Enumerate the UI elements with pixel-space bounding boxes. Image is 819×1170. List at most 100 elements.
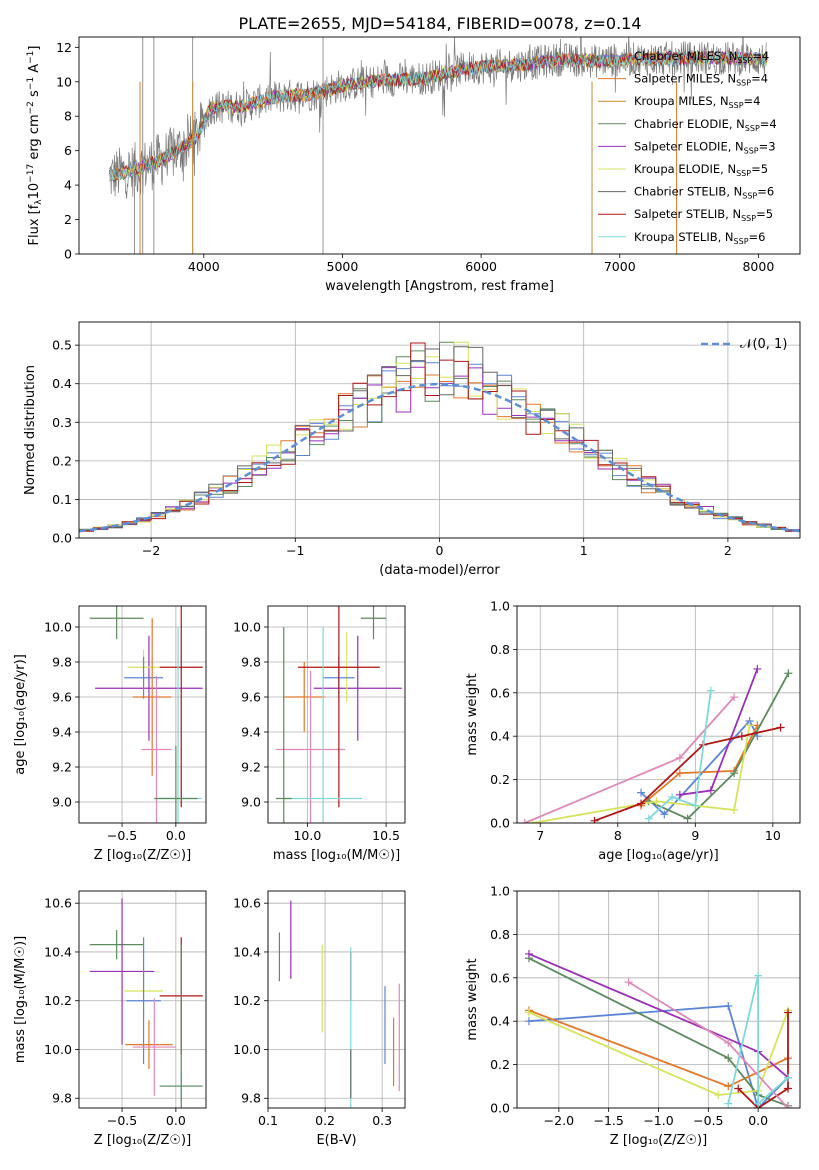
series-marker bbox=[524, 1017, 533, 1026]
y-tick-label: 0.5 bbox=[52, 338, 72, 353]
axes-frame bbox=[267, 605, 406, 824]
legend-entry: 𝒩(0, 1) bbox=[740, 337, 787, 352]
y-tick-label: 0.8 bbox=[490, 927, 510, 942]
y-tick-label: 0.4 bbox=[490, 1014, 510, 1029]
legend-text: Kroupa STELIB, N bbox=[634, 230, 734, 244]
legend-text: Kroupa ELODIE, N bbox=[634, 162, 736, 176]
x-tick-label: 5000 bbox=[327, 259, 359, 274]
series-marker bbox=[675, 753, 684, 762]
legend-sub: SSP bbox=[744, 146, 759, 155]
data-point bbox=[89, 898, 155, 1045]
series-marker bbox=[714, 1090, 723, 1099]
series-marker bbox=[784, 1084, 793, 1093]
y-tick-label: 0.6 bbox=[490, 685, 510, 700]
series-marker bbox=[675, 769, 684, 778]
y-axis-label: mass [log₁₀(M/M☉)] bbox=[13, 936, 28, 1063]
legend-sub: SSP bbox=[737, 56, 752, 65]
y-tick-label: 10.4 bbox=[233, 944, 261, 959]
series-line bbox=[648, 690, 712, 820]
x-tick-label: 8 bbox=[614, 828, 622, 843]
series-marker bbox=[724, 1002, 733, 1011]
x-tick-label: 9 bbox=[691, 828, 699, 843]
legend-val: =4 bbox=[751, 72, 768, 86]
x-axis-label: (data-model)/error bbox=[379, 563, 500, 578]
y-tick-label: 0.0 bbox=[490, 816, 510, 831]
y-axis-label-part: erg cm bbox=[27, 114, 42, 163]
y-tick-label: 9.8 bbox=[52, 1091, 72, 1106]
y-axis-label-part: −2 bbox=[26, 101, 36, 114]
legend-val: =4 bbox=[760, 117, 777, 131]
x-tick-label: 0.2 bbox=[315, 1113, 335, 1128]
x-tick-label: 0.0 bbox=[166, 1113, 186, 1128]
x-tick-label: 6000 bbox=[465, 259, 497, 274]
x-axis-label: wavelength [Angstrom, rest frame] bbox=[325, 279, 554, 294]
y-axis-label-part: −1 bbox=[26, 77, 36, 90]
legend-val: =6 bbox=[757, 185, 774, 199]
series-marker bbox=[524, 1008, 533, 1017]
y-axis-label-part: λ bbox=[34, 199, 44, 205]
model-spectrum bbox=[109, 50, 768, 181]
x-tick-label: 0.0 bbox=[748, 1113, 768, 1128]
data-point bbox=[126, 937, 161, 1065]
legend-val: =4 bbox=[752, 49, 769, 63]
data-point bbox=[159, 606, 203, 808]
data-point bbox=[89, 606, 144, 640]
y-tick-label: 10.0 bbox=[233, 1042, 261, 1057]
legend-entry: Kroupa STELIB, NSSP=6 bbox=[634, 230, 765, 246]
panel-residuals: −2 −1 0 1 2 0.0 0.1 0.2 0.3 0.4 0.5 (data-model)/er… bbox=[23, 321, 801, 578]
y-tick-label: 10.6 bbox=[233, 896, 261, 911]
x-axis-label: Z [log₁₀(Z/Z☉)] bbox=[94, 848, 191, 863]
series-marker bbox=[724, 1054, 733, 1063]
y-axis-label-part: −1 bbox=[26, 51, 36, 64]
y-tick-label: 10.4 bbox=[44, 944, 72, 959]
model-spectrum bbox=[109, 51, 767, 182]
legend-sub: SSP bbox=[736, 79, 751, 88]
y-tick-label: 9.6 bbox=[241, 690, 261, 705]
data-point bbox=[89, 930, 144, 960]
y-tick-label: 9.6 bbox=[52, 690, 72, 705]
y-tick-label: 10.0 bbox=[44, 620, 72, 635]
legend-text: Salpeter MILES, N bbox=[634, 72, 736, 86]
y-axis-label: mass weight bbox=[465, 673, 480, 755]
legend-sub: SSP bbox=[741, 214, 756, 223]
series-marker bbox=[644, 814, 653, 823]
y-axis-label: age [log₁₀(age/yr)] bbox=[13, 654, 28, 775]
legend-text: Salpeter STELIB, N bbox=[634, 207, 741, 221]
y-tick-label: 0.6 bbox=[490, 970, 510, 985]
legend-entry: Chabrier STELIB, NSSP=6 bbox=[634, 185, 774, 201]
series-marker bbox=[784, 1104, 793, 1108]
panel-mass-vs-Z: −0.5 0.0 9.8 10.0 10.2 10.4 10.6 Z [log₁₀(Z/Z☉)… bbox=[13, 890, 207, 1148]
figure-title: PLATE=2655, MJD=54184, FIBERID=0078, z=0… bbox=[238, 14, 641, 33]
series-marker bbox=[668, 792, 677, 801]
series-marker bbox=[724, 1099, 733, 1108]
y-tick-label: 0.0 bbox=[52, 531, 72, 546]
series-line bbox=[528, 957, 789, 1107]
data-point bbox=[95, 635, 203, 741]
y-tick-label: 0.1 bbox=[52, 492, 72, 507]
series-marker bbox=[784, 669, 793, 678]
plot-area bbox=[278, 900, 400, 1108]
y-tick-label: 9.4 bbox=[52, 725, 72, 740]
x-tick-label: −2.0 bbox=[544, 1113, 574, 1128]
y-tick-label: 6 bbox=[64, 143, 72, 158]
y-tick-label: 10.6 bbox=[44, 896, 72, 911]
data-point bbox=[124, 656, 163, 699]
y-tick-label: 1.0 bbox=[490, 884, 510, 899]
series-marker bbox=[637, 788, 646, 797]
y-tick-label: 0.2 bbox=[490, 1057, 510, 1072]
legend-sub: SSP bbox=[729, 101, 744, 110]
x-tick-label: 1 bbox=[580, 543, 588, 558]
x-tick-label: 7 bbox=[536, 828, 544, 843]
y-axis-label-part: Flux [f bbox=[27, 204, 42, 245]
y-axis-label: mass weight bbox=[465, 958, 480, 1040]
legend-entry: Salpeter ELODIE, NSSP=3 bbox=[634, 139, 776, 155]
series-marker bbox=[754, 971, 763, 980]
panel-massweight-vs-age: 7 8 9 10 0.0 0.2 0.4 0.6 0.8 1.0 age [log₁₀(age/yr… bbox=[465, 599, 801, 863]
y-tick-label: 0.4 bbox=[52, 376, 72, 391]
x-tick-label: 10.5 bbox=[372, 828, 400, 843]
axes-frame bbox=[78, 890, 207, 1109]
series-marker bbox=[683, 814, 692, 823]
data-point bbox=[275, 670, 346, 823]
series-marker bbox=[724, 1038, 733, 1047]
